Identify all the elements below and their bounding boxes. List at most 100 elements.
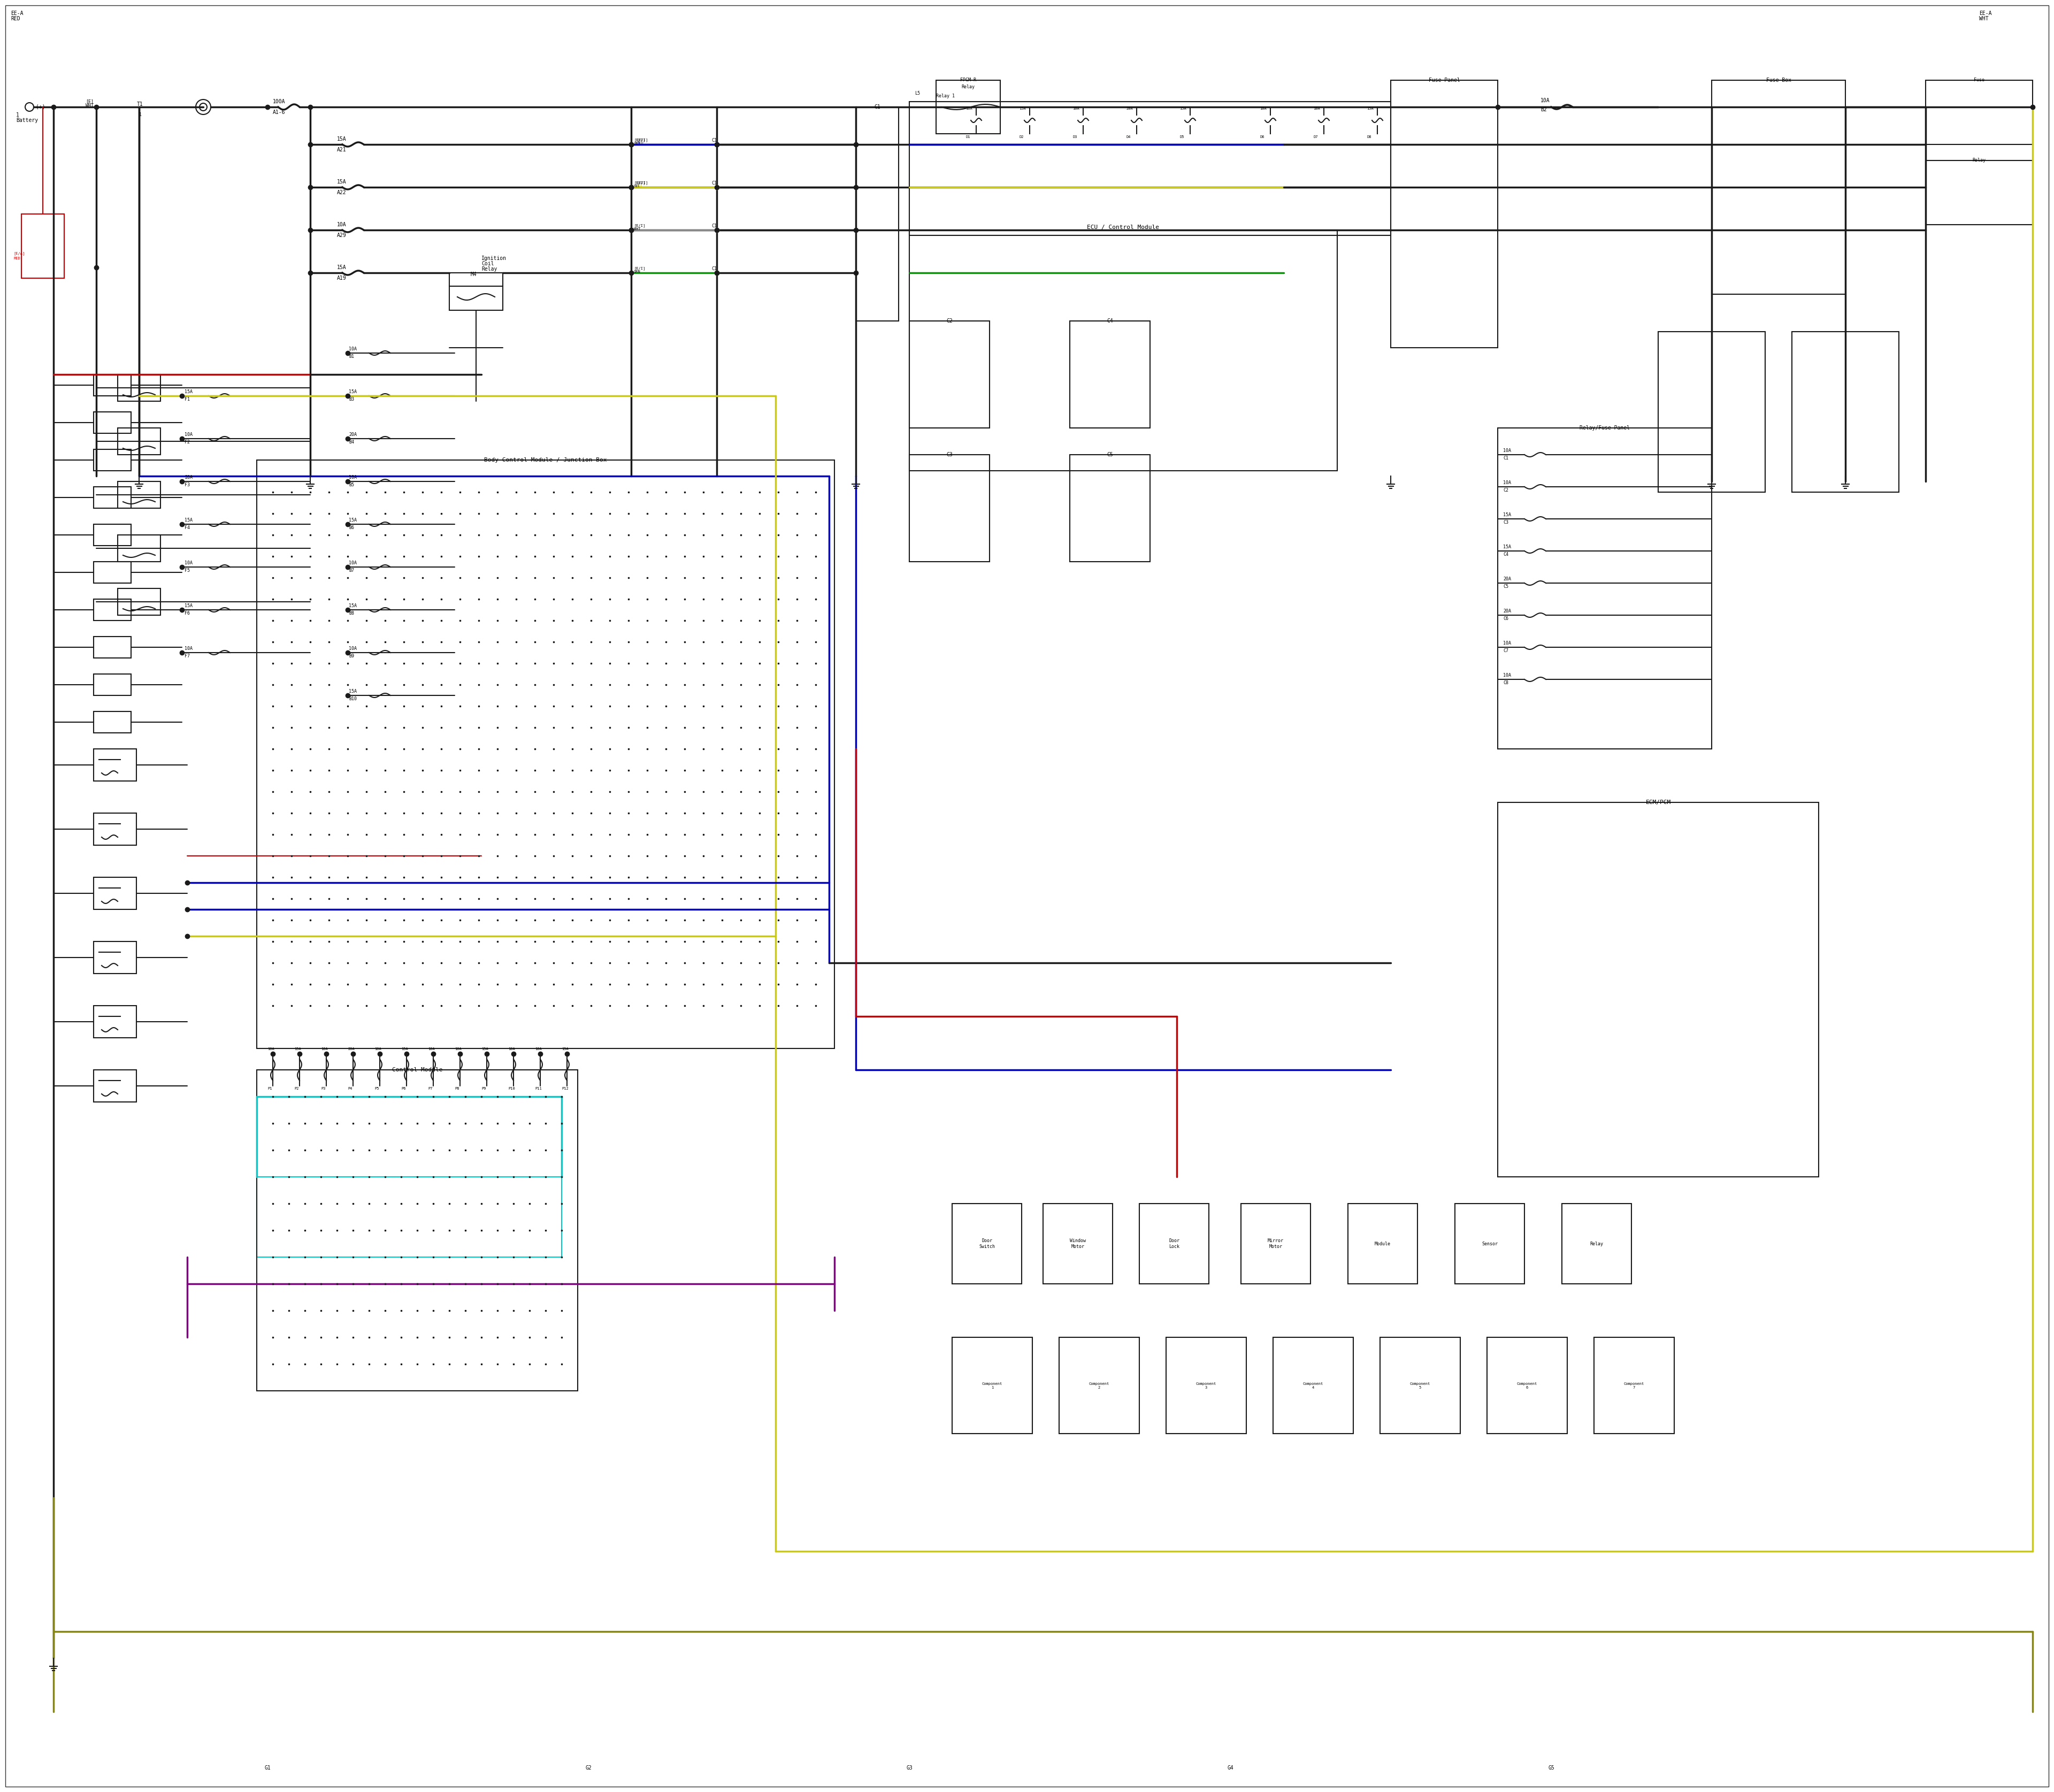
Text: F2: F2	[185, 439, 189, 444]
Text: C2: C2	[1504, 487, 1508, 493]
Bar	[1070, 455, 1150, 561]
Text: M4: M4	[470, 272, 477, 278]
Text: [E]: [E]	[86, 99, 94, 104]
Text: 10A: 10A	[454, 1047, 462, 1050]
Text: C4: C4	[1504, 552, 1508, 557]
Text: G1: G1	[265, 1765, 271, 1770]
Bar	[1391, 81, 1497, 348]
Text: Ignition: Ignition	[481, 256, 507, 262]
Text: Component
2: Component 2	[1089, 1382, 1109, 1389]
Text: [E/I]: [E/I]	[635, 267, 645, 271]
Text: D8: D8	[1366, 136, 1372, 138]
Text: 15A: 15A	[185, 604, 193, 607]
Text: (+): (+)	[35, 104, 45, 109]
Text: F3: F3	[185, 482, 189, 487]
Text: 15A: 15A	[337, 265, 347, 271]
Text: B10: B10	[349, 697, 357, 701]
Text: YEL: YEL	[635, 185, 641, 188]
Text: 100A: 100A	[273, 99, 286, 104]
Text: 10A: 10A	[1504, 480, 1512, 486]
Text: 20A: 20A	[349, 432, 357, 437]
Text: C3: C3	[1504, 520, 1508, 525]
Text: 10A: 10A	[349, 346, 357, 351]
Bar	[953, 1337, 1033, 1434]
Text: G2: G2	[585, 1765, 592, 1770]
Bar	[257, 461, 834, 1048]
Text: P4: P4	[347, 1088, 351, 1090]
Bar	[94, 1005, 136, 1038]
Text: 10A: 10A	[1504, 448, 1512, 453]
Bar	[117, 482, 160, 509]
Text: RED: RED	[10, 16, 21, 22]
Bar	[910, 455, 990, 561]
Text: D5: D5	[1179, 136, 1183, 138]
Text: [E/I]: [E/I]	[635, 181, 645, 185]
Text: C1: C1	[711, 138, 717, 143]
Bar	[94, 814, 136, 846]
Text: 20A: 20A	[1126, 108, 1132, 109]
Bar	[1070, 321, 1150, 428]
Text: Relay/Fuse Panel: Relay/Fuse Panel	[1580, 425, 1629, 430]
Bar	[1454, 1204, 1524, 1283]
Text: 15A: 15A	[349, 389, 357, 394]
Text: 10A: 10A	[337, 222, 347, 228]
Bar	[257, 1070, 577, 1391]
Bar	[94, 450, 131, 471]
Bar	[94, 711, 131, 733]
Text: T1: T1	[138, 102, 144, 108]
Text: Component
1: Component 1	[982, 1382, 1002, 1389]
Text: 10A: 10A	[1313, 108, 1321, 109]
Text: 15A: 15A	[1366, 108, 1374, 109]
Text: B2: B2	[1540, 108, 1547, 113]
Text: Fuse Panel: Fuse Panel	[1428, 77, 1460, 82]
Text: A21: A21	[337, 147, 347, 152]
Bar	[910, 229, 1337, 471]
Text: P10: P10	[507, 1088, 516, 1090]
Text: C2: C2	[947, 319, 953, 324]
Text: 10A: 10A	[427, 1047, 435, 1050]
Text: Fuse: Fuse	[1974, 77, 1984, 82]
Text: B4: B4	[349, 439, 353, 444]
Bar	[117, 536, 160, 561]
Text: Battery: Battery	[16, 118, 39, 124]
Bar	[94, 941, 136, 973]
Bar	[94, 878, 136, 909]
Text: C5: C5	[1504, 584, 1508, 590]
Text: 15A: 15A	[1504, 513, 1512, 518]
Text: Door
Lock: Door Lock	[1169, 1238, 1179, 1249]
Text: A22: A22	[337, 190, 347, 195]
Text: C1: C1	[1504, 455, 1508, 461]
Text: 1: 1	[16, 113, 18, 118]
Text: G5: G5	[1549, 1765, 1555, 1770]
Text: P9: P9	[481, 1088, 487, 1090]
Text: 15A: 15A	[481, 1047, 489, 1050]
Text: [E/I]: [E/I]	[637, 181, 647, 185]
Bar	[94, 487, 131, 509]
Bar	[1711, 81, 1844, 294]
Text: G3: G3	[906, 1765, 912, 1770]
Text: Component
5: Component 5	[1409, 1382, 1430, 1389]
Text: Component
7: Component 7	[1625, 1382, 1645, 1389]
Bar	[257, 1177, 561, 1256]
Text: Relay: Relay	[481, 267, 497, 272]
Text: P2: P2	[294, 1088, 298, 1090]
Text: F5: F5	[185, 568, 189, 573]
Text: B1: B1	[349, 355, 353, 358]
Bar	[1273, 1337, 1354, 1434]
Text: Relay: Relay	[1972, 158, 1986, 163]
Bar	[450, 272, 503, 310]
Bar	[94, 525, 131, 545]
Text: YEL: YEL	[637, 185, 643, 188]
Text: P3: P3	[320, 1088, 325, 1090]
Text: 15A: 15A	[349, 604, 357, 607]
Text: 10A: 10A	[534, 1047, 542, 1050]
Bar	[953, 1204, 1021, 1283]
Bar	[94, 599, 131, 620]
Text: Body Control Module / Junction Box: Body Control Module / Junction Box	[485, 457, 608, 462]
Text: 10A: 10A	[185, 432, 193, 437]
Text: 10A: 10A	[349, 647, 357, 650]
Text: 15A: 15A	[337, 136, 347, 142]
Bar	[1043, 1204, 1113, 1283]
Bar	[857, 108, 900, 321]
Text: 15A: 15A	[185, 518, 193, 523]
